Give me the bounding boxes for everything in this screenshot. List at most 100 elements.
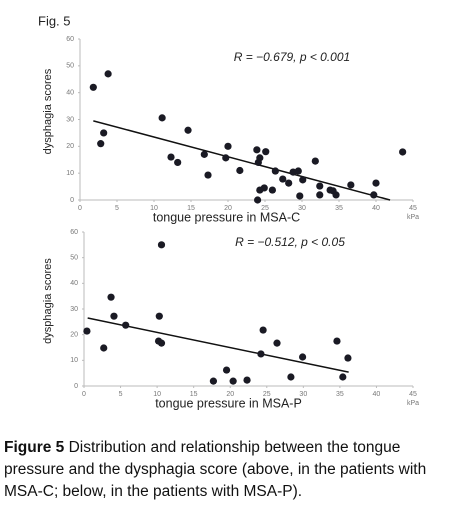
point <box>259 326 267 334</box>
x-tick-label: 40 <box>373 391 381 398</box>
point <box>200 150 208 158</box>
caption: Figure 5 Distribution and relationship b… <box>4 437 450 503</box>
y-tick-label: 10 <box>70 357 78 364</box>
y-tick-label: 50 <box>70 255 78 262</box>
point <box>253 146 261 154</box>
point <box>157 339 166 347</box>
x-tick-label: 15 <box>190 391 198 398</box>
point <box>333 337 341 345</box>
y-axis-title: dysphagia scores <box>42 68 54 154</box>
point <box>110 312 118 320</box>
x-tick-label: 0 <box>82 391 86 398</box>
trend-line <box>87 317 349 373</box>
point <box>347 181 355 189</box>
point <box>262 148 270 156</box>
x-tick-label: 35 <box>336 391 344 398</box>
point <box>370 191 378 199</box>
x-tick-label: 5 <box>119 391 123 398</box>
x-tick-label: 20 <box>224 205 232 212</box>
y-axis-title: dysphagia scores <box>42 258 54 344</box>
point <box>97 140 105 148</box>
caption-text: Distribution and relationship between th… <box>4 439 427 500</box>
point <box>399 148 407 156</box>
x-tick-label: 35 <box>335 205 343 212</box>
point <box>254 196 262 204</box>
point <box>100 344 108 352</box>
y-tick-label: 0 <box>74 383 78 390</box>
point <box>339 373 347 381</box>
y-tick-label: 20 <box>66 143 74 150</box>
point <box>273 339 281 347</box>
point <box>243 376 251 384</box>
x-tick-label: 30 <box>299 391 307 398</box>
x-tick-label: 30 <box>298 205 306 212</box>
point <box>157 241 166 249</box>
point <box>332 191 340 199</box>
y-tick-label: 60 <box>70 229 78 236</box>
point <box>236 166 244 175</box>
point <box>167 153 175 161</box>
point <box>296 192 304 200</box>
point <box>122 321 130 329</box>
annotation: R = −0.512, p < 0.05 <box>235 235 345 249</box>
y-tick-label: 30 <box>66 116 74 123</box>
y-tick-label: 30 <box>70 306 78 313</box>
y-tick-label: 20 <box>70 332 78 339</box>
point <box>271 167 279 175</box>
point <box>279 175 287 183</box>
point <box>155 312 163 320</box>
point <box>204 171 212 179</box>
x-tick-label: 20 <box>226 391 234 398</box>
point <box>285 179 293 187</box>
y-tick-label: 50 <box>66 63 74 70</box>
point <box>89 83 97 91</box>
x-tick-label: 45 <box>409 391 417 398</box>
point <box>344 354 352 362</box>
y-tick-label: 60 <box>66 36 74 43</box>
x-tick-label: 45 <box>409 205 417 212</box>
point <box>107 293 115 301</box>
point <box>174 158 182 167</box>
point <box>209 377 218 385</box>
point <box>299 176 307 184</box>
point <box>257 350 265 358</box>
point <box>158 114 166 122</box>
point <box>100 129 108 137</box>
trend-line <box>93 120 391 201</box>
x-tick-label: 25 <box>261 205 269 212</box>
point <box>260 184 268 192</box>
x-tick-label: 15 <box>187 205 195 212</box>
point <box>299 353 307 361</box>
y-tick-label: 40 <box>66 90 74 97</box>
caption-label: Figure 5 <box>4 439 65 456</box>
x-axis-title: tongue pressure in MSA-C <box>153 210 300 224</box>
y-tick-label: 10 <box>66 170 74 177</box>
point <box>104 70 112 78</box>
point <box>316 182 324 190</box>
y-tick-label: 0 <box>70 197 74 204</box>
annotation: R = −0.679, p < 0.001 <box>234 50 350 64</box>
point <box>222 154 230 162</box>
point <box>287 373 295 381</box>
point <box>294 167 302 175</box>
point <box>254 158 262 167</box>
point <box>83 327 91 335</box>
x-tick-label: 10 <box>150 205 158 212</box>
point <box>268 186 276 194</box>
point <box>184 126 192 134</box>
x-tick-label: 5 <box>115 205 119 212</box>
point <box>224 142 232 150</box>
y-tick-label: 40 <box>70 280 78 287</box>
point <box>222 366 231 374</box>
x-unit: kPa <box>407 214 419 221</box>
point <box>311 157 319 165</box>
x-tick-label: 0 <box>78 205 82 212</box>
point <box>372 179 380 187</box>
x-tick-label: 10 <box>153 391 161 398</box>
x-unit: kPa <box>407 400 419 407</box>
point <box>229 377 237 385</box>
x-tick-label: 25 <box>263 391 271 398</box>
x-tick-label: 40 <box>372 205 380 212</box>
